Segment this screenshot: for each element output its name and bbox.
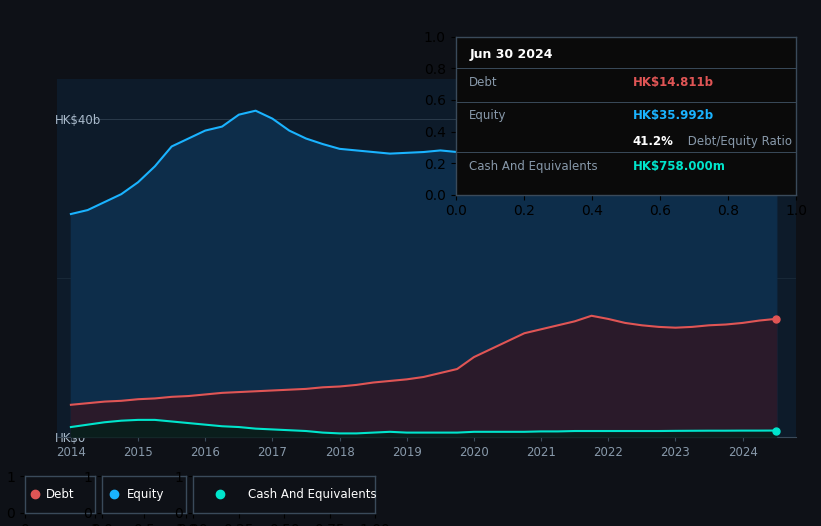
Text: Debt: Debt <box>46 488 75 501</box>
Text: Cash And Equivalents: Cash And Equivalents <box>470 160 598 173</box>
Text: Equity: Equity <box>127 488 165 501</box>
Text: Jun 30 2024: Jun 30 2024 <box>470 48 553 61</box>
Text: HK$758.000m: HK$758.000m <box>633 160 726 173</box>
Text: Debt: Debt <box>470 76 498 89</box>
Text: Equity: Equity <box>470 109 507 123</box>
Text: HK$14.811b: HK$14.811b <box>633 76 713 89</box>
Text: Debt/Equity Ratio: Debt/Equity Ratio <box>684 135 792 148</box>
Text: 41.2%: 41.2% <box>633 135 674 148</box>
Text: HK$35.992b: HK$35.992b <box>633 109 714 123</box>
Text: Cash And Equivalents: Cash And Equivalents <box>248 488 376 501</box>
